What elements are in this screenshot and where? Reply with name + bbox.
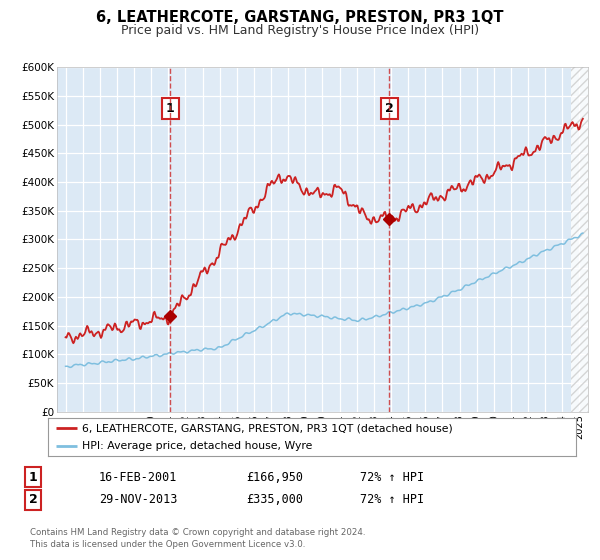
Text: Price paid vs. HM Land Registry's House Price Index (HPI): Price paid vs. HM Land Registry's House … [121, 24, 479, 36]
Text: 72% ↑ HPI: 72% ↑ HPI [360, 470, 424, 484]
Text: £166,950: £166,950 [246, 470, 303, 484]
Text: 6, LEATHERCOTE, GARSTANG, PRESTON, PR3 1QT (detached house): 6, LEATHERCOTE, GARSTANG, PRESTON, PR3 1… [82, 423, 453, 433]
Text: 2: 2 [385, 102, 394, 115]
Text: £335,000: £335,000 [246, 493, 303, 506]
Text: 1: 1 [29, 470, 37, 484]
Text: This data is licensed under the Open Government Licence v3.0.: This data is licensed under the Open Gov… [30, 540, 305, 549]
Text: 16-FEB-2001: 16-FEB-2001 [99, 470, 178, 484]
Text: 2: 2 [29, 493, 37, 506]
Text: HPI: Average price, detached house, Wyre: HPI: Average price, detached house, Wyre [82, 441, 313, 451]
Text: 1: 1 [166, 102, 175, 115]
Text: 29-NOV-2013: 29-NOV-2013 [99, 493, 178, 506]
Text: 72% ↑ HPI: 72% ↑ HPI [360, 493, 424, 506]
Text: 6, LEATHERCOTE, GARSTANG, PRESTON, PR3 1QT: 6, LEATHERCOTE, GARSTANG, PRESTON, PR3 1… [96, 10, 504, 25]
Bar [571, 67, 588, 412]
Bar [170, 67, 389, 412]
Text: Contains HM Land Registry data © Crown copyright and database right 2024.: Contains HM Land Registry data © Crown c… [30, 528, 365, 536]
